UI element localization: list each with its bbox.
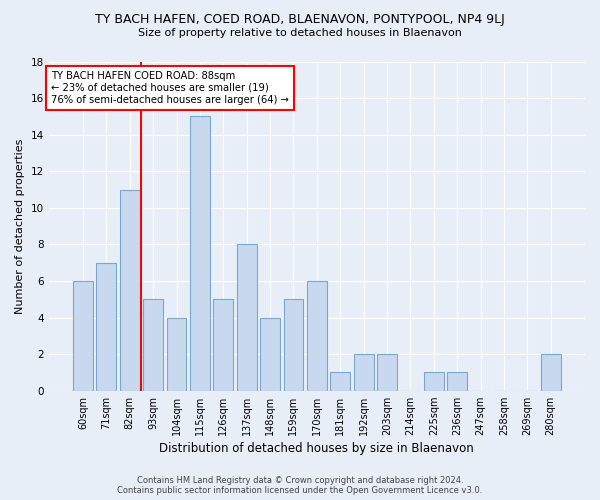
Bar <box>353 354 374 391</box>
Bar <box>377 354 397 391</box>
Bar <box>120 190 140 390</box>
Text: TY BACH HAFEN COED ROAD: 88sqm
← 23% of detached houses are smaller (19)
76% of : TY BACH HAFEN COED ROAD: 88sqm ← 23% of … <box>52 72 289 104</box>
X-axis label: Distribution of detached houses by size in Blaenavon: Distribution of detached houses by size … <box>160 442 474 455</box>
Bar <box>330 372 350 390</box>
Bar <box>190 116 210 390</box>
Bar <box>307 281 327 390</box>
Y-axis label: Number of detached properties: Number of detached properties <box>15 138 25 314</box>
Text: Size of property relative to detached houses in Blaenavon: Size of property relative to detached ho… <box>138 28 462 38</box>
Text: TY BACH HAFEN, COED ROAD, BLAENAVON, PONTYPOOL, NP4 9LJ: TY BACH HAFEN, COED ROAD, BLAENAVON, PON… <box>95 12 505 26</box>
Bar <box>260 318 280 390</box>
Bar <box>284 300 304 390</box>
Bar <box>73 281 93 390</box>
Bar <box>143 300 163 390</box>
Bar <box>541 354 560 391</box>
Text: Contains HM Land Registry data © Crown copyright and database right 2024.
Contai: Contains HM Land Registry data © Crown c… <box>118 476 482 495</box>
Bar <box>167 318 187 390</box>
Bar <box>237 244 257 390</box>
Bar <box>214 300 233 390</box>
Bar <box>424 372 443 390</box>
Bar <box>447 372 467 390</box>
Bar <box>97 262 116 390</box>
